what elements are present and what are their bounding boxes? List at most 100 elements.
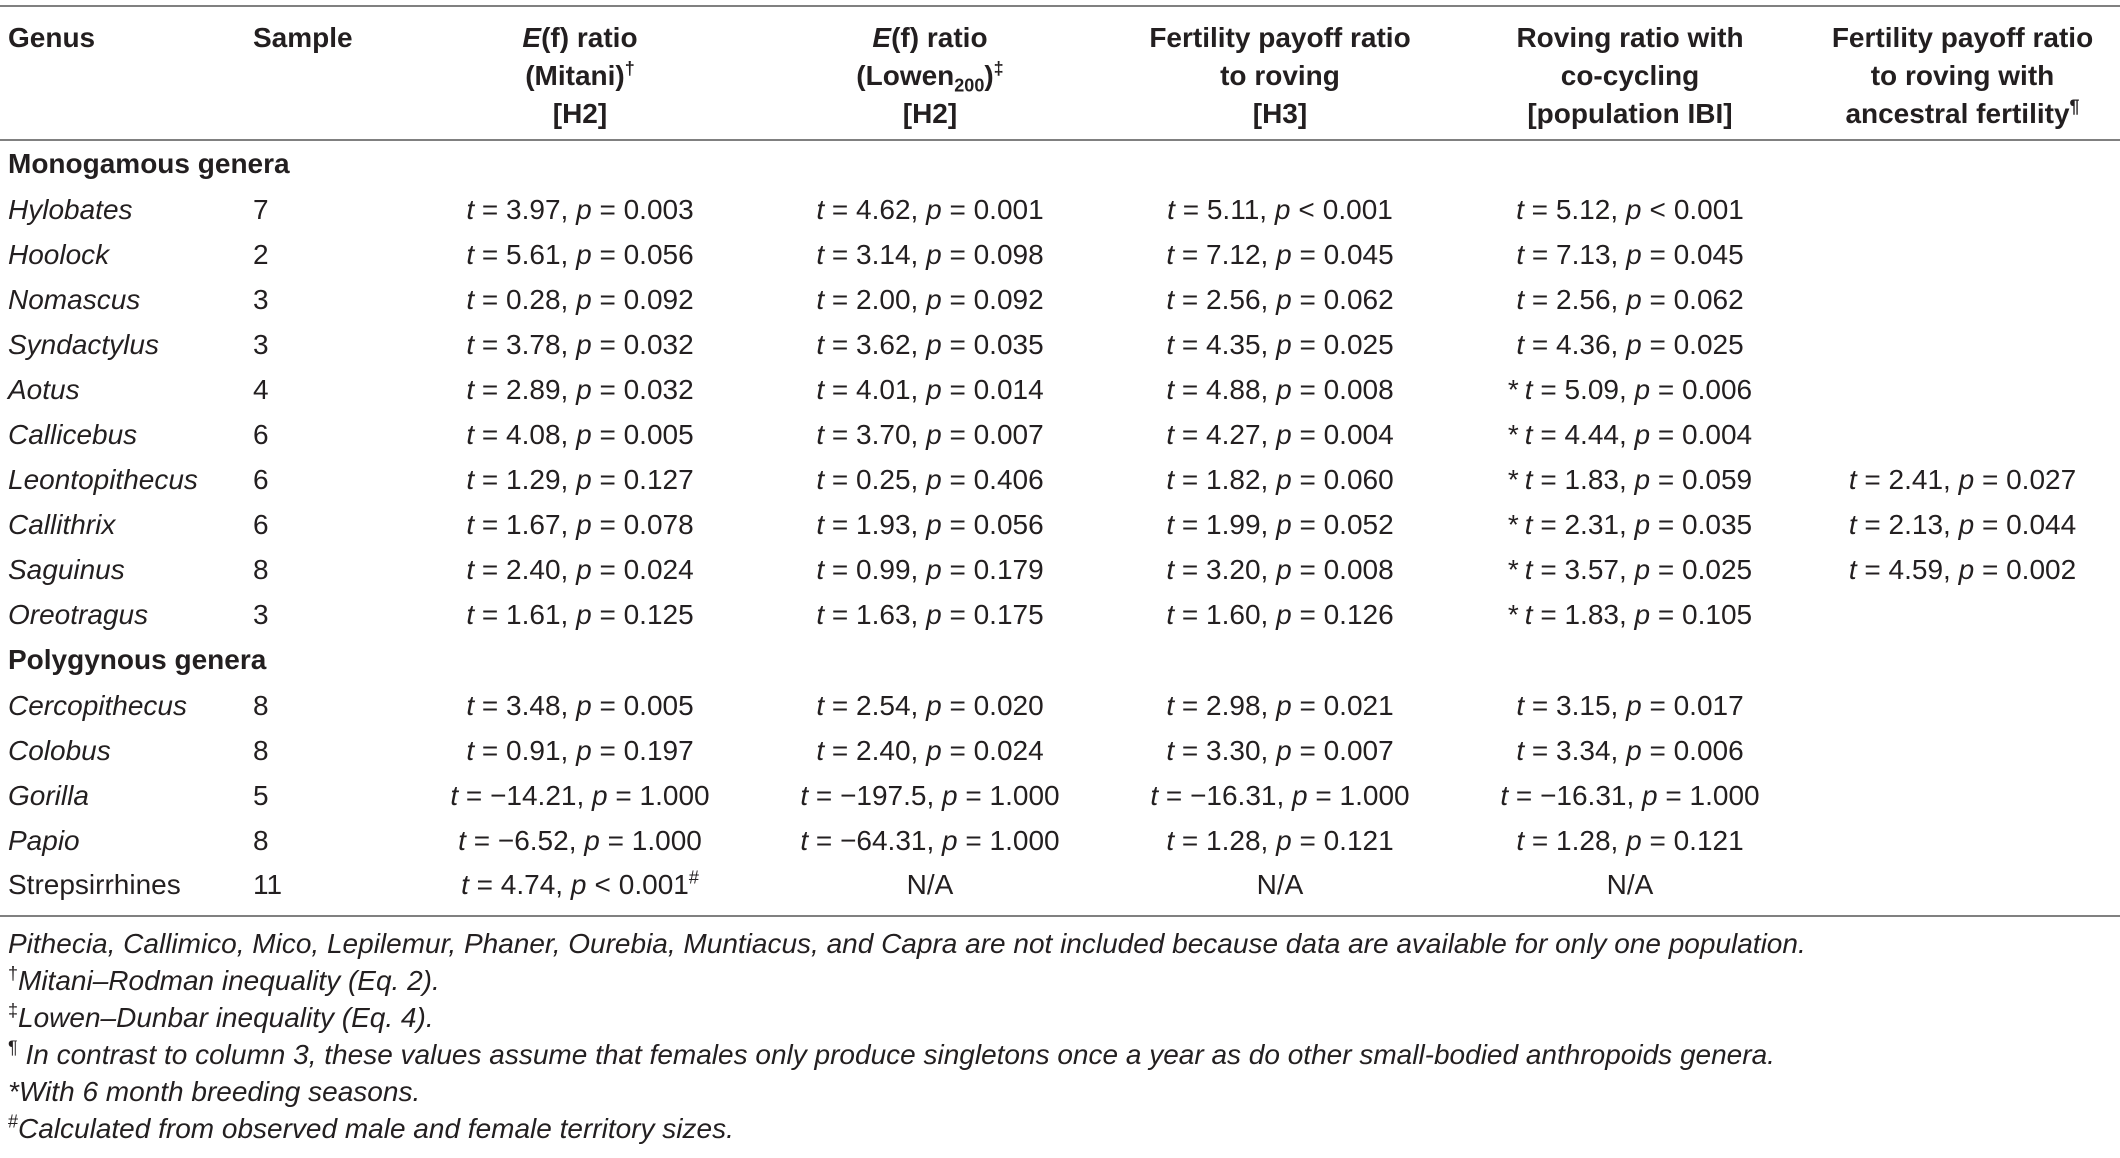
p-value: 0.025: [1682, 553, 1753, 585]
stat-cell-c3: t = 1.28, p = 0.121: [1166, 824, 1394, 856]
p-value: 0.001: [1322, 193, 1393, 225]
header-row: Genus Sample E(f) ratio (Mitani)† [H2] E…: [0, 7, 2120, 141]
p-value: 0.001: [973, 193, 1044, 225]
stat-cell-c3: t = 3.30, p = 0.007: [1166, 734, 1394, 766]
t-value: 0.28: [506, 283, 561, 315]
t-value: 2.31: [1564, 508, 1619, 540]
results-table: Genus Sample E(f) ratio (Mitani)† [H2] E…: [0, 5, 2120, 907]
p-value: 0.008: [1323, 373, 1394, 405]
stat-cell-c4: t = 4.36, p = 0.025: [1516, 328, 1744, 360]
stat-cell-c5: [1805, 683, 2120, 728]
stat-cell-c4: * t = 3.57, p = 0.025: [1507, 553, 1753, 585]
p-value: 0.024: [623, 553, 694, 585]
sample-cell: 3: [253, 598, 269, 630]
section-monogamous: Monogamous genera: [8, 148, 290, 179]
t-value: 5.09: [1564, 373, 1619, 405]
p-value: 0.025: [1673, 328, 1744, 360]
p-value: 0.007: [973, 418, 1044, 450]
t-value: −16.31: [1190, 779, 1277, 811]
table-row: Cercopithecus 8 t = 3.48, p = 0.005 t = 2.5…: [0, 683, 2120, 728]
p-value: 0.006: [1673, 734, 1744, 766]
p-value: 0.035: [1682, 508, 1753, 540]
t-value: −6.52: [497, 824, 569, 856]
footnote-asterisk: *With 6 month breeding seasons.: [8, 1076, 421, 1107]
t-value: 3.34: [1556, 734, 1611, 766]
header-ef-mitani: E(f) ratio (Mitani)† [H2]: [405, 7, 755, 141]
p-value: 0.105: [1682, 598, 1753, 630]
stat-cell-c5: [1805, 863, 2120, 907]
stat-cell-c5: [1805, 412, 2120, 457]
header-genus: Genus: [0, 7, 253, 141]
footnote-hash: #Calculated from observed male and femal…: [8, 1111, 734, 1144]
sample-cell: 2: [253, 238, 269, 270]
sample-cell: 8: [253, 689, 269, 721]
p-value: 0.098: [973, 238, 1044, 270]
stat-cell-c4: t = 5.12, p <0.001: [1516, 193, 1744, 225]
t-value: 1.60: [1206, 598, 1261, 630]
stat-cell-c4: t = 3.34, p = 0.006: [1516, 734, 1744, 766]
genus-cell: Papio: [8, 824, 80, 856]
stat-cell-c3: t = 1.99, p = 0.052: [1166, 508, 1394, 540]
table-row: Oreotragus 3 t = 1.61, p = 0.125 t = 1.63, …: [0, 592, 2120, 637]
p-value: 0.406: [973, 463, 1044, 495]
table-row: Colobus 8 t = 0.91, p = 0.197 t = 2.40, p =…: [0, 728, 2120, 773]
table-row: Saguinus 8 t = 2.40, p = 0.024 t = 0.99, p …: [0, 547, 2120, 592]
t-value: 3.48: [506, 689, 561, 721]
p-value: 0.062: [1673, 283, 1744, 315]
stat-cell-c2: t = 0.25, p = 0.406: [816, 463, 1044, 495]
t-value: 1.61: [506, 598, 561, 630]
stat-cell-c3: t = 2.56, p = 0.062: [1166, 283, 1394, 315]
footnote-dagger: †Mitani–Rodman inequality (Eq. 2).: [8, 963, 440, 996]
header-sample: Sample: [253, 7, 405, 141]
genus-cell: Hoolock: [8, 238, 110, 270]
stat-cell-c2: t = 4.01, p = 0.014: [816, 373, 1044, 405]
t-value: 2.13: [1888, 508, 1944, 540]
t-value: −14.21: [490, 779, 577, 811]
genus-cell: Callicebus: [8, 418, 138, 450]
na-value: N/A: [1606, 869, 1654, 900]
stat-cell-c4: t = 7.13, p = 0.045: [1516, 238, 1744, 270]
genus-cell: Saguinus: [8, 553, 125, 585]
sample-cell: 3: [253, 328, 269, 360]
t-value: 2.89: [506, 373, 561, 405]
stat-cell-c2: t = 1.63, p = 0.175: [816, 598, 1044, 630]
p-value: 0.007: [1323, 734, 1394, 766]
t-value: 3.14: [856, 238, 911, 270]
p-value: 0.032: [623, 328, 694, 360]
breeding-season-mark: *: [1507, 553, 1519, 585]
stat-cell-c2: t = −64.31, p = 1.000: [800, 824, 1060, 856]
stat-cell-c3: t = 4.35, p = 0.025: [1166, 328, 1394, 360]
t-value: 3.57: [1564, 553, 1619, 585]
genus-cell: Oreotragus: [8, 598, 149, 630]
p-value: 1.000: [639, 779, 710, 811]
stat-cell-c1: t = −6.52, p = 1.000: [458, 824, 702, 856]
t-value: 3.70: [856, 418, 911, 450]
p-value: 0.044: [2006, 508, 2077, 540]
p-value: 0.092: [623, 283, 694, 315]
genus-cell: Syndactylus: [8, 328, 159, 360]
table-row: Callithrix 6 t = 1.67, p = 0.078 t = 1.93, …: [0, 502, 2120, 547]
stat-cell-c5: [1805, 592, 2120, 637]
t-value: 2.41: [1888, 463, 1944, 495]
p-value: 0.175: [973, 598, 1044, 630]
t-value: 7.13: [1556, 238, 1611, 270]
t-value: 3.20: [1206, 553, 1261, 585]
p-value: 0.001: [618, 869, 689, 900]
sample-cell: 7: [253, 193, 269, 225]
genus-cell: Hylobates: [8, 193, 133, 225]
p-value: 0.121: [1323, 824, 1394, 856]
genus-cell: Colobus: [8, 734, 111, 766]
genus-cell: Aotus: [8, 373, 80, 405]
p-value: 0.060: [1323, 463, 1394, 495]
t-value: −64.31: [840, 824, 927, 856]
stat-cell-c5: [1805, 773, 2120, 818]
footnote-excluded: Pithecia, Callimico, Mico, Lepilemur, Ph…: [8, 928, 1806, 959]
p-value: 0.025: [1323, 328, 1394, 360]
stat-cell-c2: t = 4.62, p = 0.001: [816, 193, 1044, 225]
t-value: −16.31: [1540, 779, 1627, 811]
stat-cell-c5: t = 2.41, p = 0.027: [1848, 463, 2077, 495]
p-value: 0.125: [623, 598, 694, 630]
genus-cell: Nomascus: [8, 283, 141, 315]
breeding-season-mark: *: [1507, 373, 1519, 405]
